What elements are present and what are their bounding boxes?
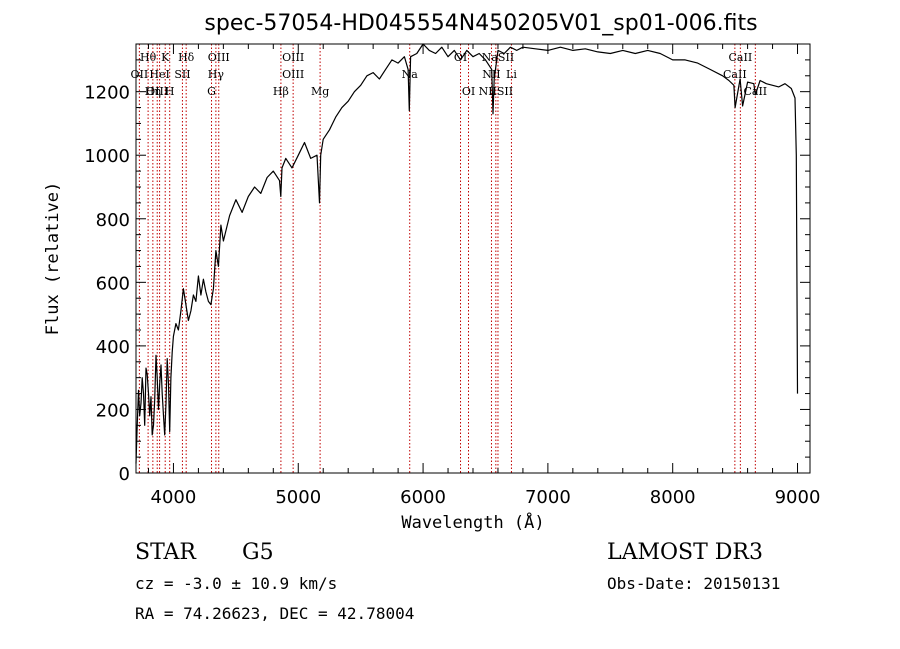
spectral-line-label: Na	[402, 68, 419, 81]
chart-title: spec-57054-HD045554N450205V01_sp01-006.f…	[204, 11, 757, 36]
spectral-line-label: OI	[454, 51, 467, 64]
redshift-velocity: cz = -3.0 ± 10.9 km/s	[135, 574, 338, 593]
spectral-line-label: Hθ	[140, 51, 157, 64]
object-subclass: G5	[242, 540, 274, 565]
y-tick-label: 0	[119, 464, 130, 485]
plot-frame	[135, 43, 811, 474]
spectral-line-label: SII	[174, 68, 190, 81]
spectral-line-label: OI	[462, 85, 475, 98]
y-tick-label: 600	[96, 273, 130, 294]
spectral-line-label: OIII	[146, 85, 168, 98]
y-tick-label: 400	[96, 337, 130, 358]
x-axis-label: Wavelength (Å)	[401, 511, 544, 533]
x-tick-label: 4000	[151, 487, 197, 508]
spectral-line-label: NII	[482, 68, 500, 81]
spectral-line-label: H	[165, 85, 175, 98]
spectral-line-label: NaSII	[482, 51, 514, 64]
spectral-line-label: Hδ	[178, 51, 195, 64]
spectral-line-label: Hγ	[208, 68, 225, 81]
spectral-line-label: OIII	[208, 51, 230, 64]
x-tick-label: 7000	[525, 487, 571, 508]
spectral-line-label: Hη	[145, 85, 161, 98]
spectral-line-label: OIII	[282, 51, 304, 64]
spectral-line-label: NIISII	[479, 85, 514, 98]
spectral-line-label: CaII	[729, 51, 753, 64]
spectral-line-label: OII	[131, 68, 149, 81]
y-tick-label: 1000	[84, 146, 130, 167]
spectral-line-label: Hβ	[273, 85, 289, 98]
spectral-line-label: OIII	[282, 68, 304, 81]
observation-date: Obs-Date: 20150131	[607, 574, 781, 593]
object-class: STAR	[135, 540, 196, 565]
x-tick-label: 5000	[275, 487, 321, 508]
spectral-line-label: K	[161, 51, 170, 64]
spectral-line-label: Mg	[311, 85, 329, 98]
y-tick-label: 800	[96, 210, 130, 231]
y-tick-label: 1200	[84, 83, 130, 104]
spectral-line-label: Li	[506, 68, 517, 81]
y-tick-label: 200	[96, 400, 130, 421]
survey-name: LAMOST DR3	[607, 540, 763, 565]
x-tick-label: 6000	[400, 487, 446, 508]
coordinates: RA = 74.26623, DEC = 42.78004	[135, 604, 415, 623]
x-tick-label: 8000	[650, 487, 696, 508]
y-axis-label: Flux (relative)	[43, 182, 63, 336]
spectral-line-label: CaII	[743, 85, 767, 98]
spectral-line-label: CaII	[723, 68, 747, 81]
spectral-line-label: G	[207, 85, 216, 98]
spectral-line-label: HeI	[149, 68, 169, 81]
x-tick-label: 9000	[775, 487, 821, 508]
spectrum-line	[135, 43, 799, 464]
